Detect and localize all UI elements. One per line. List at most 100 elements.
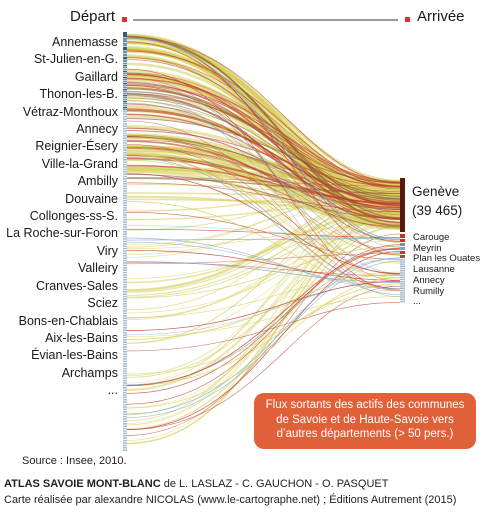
origin-bar-segment bbox=[123, 51, 127, 54]
origin-bar-segment bbox=[123, 178, 127, 180]
origin-bar-segment bbox=[123, 32, 127, 38]
destination-bar-segment bbox=[400, 287, 405, 289]
destination-bar-segment bbox=[400, 289, 405, 292]
origin-bar-segment bbox=[123, 233, 127, 235]
origin-bar-segment bbox=[123, 159, 127, 161]
destination-label: Lausanne bbox=[413, 264, 455, 276]
origin-bar-segment bbox=[123, 283, 127, 286]
origin-bar-segment bbox=[123, 118, 127, 120]
flow-line bbox=[126, 173, 401, 275]
origin-bar-segment bbox=[123, 276, 127, 279]
origin-bar-segment bbox=[123, 156, 127, 159]
destination-label: Rumilly bbox=[413, 285, 445, 297]
origin-bar-segment bbox=[123, 334, 127, 336]
origin-bar-segment bbox=[123, 387, 127, 389]
origin-bar-segment bbox=[123, 192, 127, 195]
flow-line bbox=[126, 36, 401, 184]
flow-line bbox=[126, 182, 401, 213]
flow-line bbox=[126, 120, 401, 290]
flow-line bbox=[126, 201, 401, 290]
origin-bar-segment bbox=[123, 65, 127, 67]
origin-bar-segment bbox=[123, 228, 127, 231]
flow-line bbox=[126, 159, 401, 264]
flow-line bbox=[126, 253, 401, 265]
origin-bar-segment bbox=[123, 295, 127, 298]
flow-line bbox=[126, 113, 401, 210]
origin-bar-segment bbox=[123, 195, 127, 197]
origin-bar-segment bbox=[123, 408, 127, 411]
origin-bar-segment bbox=[123, 257, 127, 259]
destination-bar-segment bbox=[400, 251, 405, 254]
flow-line bbox=[126, 210, 401, 426]
origin-bar-segment bbox=[123, 379, 127, 382]
origin-bar-segment bbox=[123, 449, 127, 451]
origin-bar-segment bbox=[123, 348, 127, 351]
origin-bar-segment bbox=[123, 81, 127, 83]
depart-marker bbox=[122, 17, 127, 22]
flow-line bbox=[126, 280, 401, 331]
flow-line bbox=[126, 155, 401, 228]
origin-bar-segment bbox=[123, 423, 127, 425]
origin-bar-segment bbox=[123, 226, 127, 228]
origin-bar-segment bbox=[123, 255, 127, 257]
origin-bar-segment bbox=[123, 214, 127, 216]
origin-bar-segment bbox=[123, 130, 127, 132]
origin-bar-segment bbox=[123, 370, 127, 372]
destination-bar-segment bbox=[400, 300, 405, 303]
origin-bar-segment bbox=[123, 286, 127, 288]
origin-bar-segment bbox=[123, 396, 127, 399]
origin-bar-segment bbox=[123, 91, 127, 93]
origin-bar-segment bbox=[123, 93, 127, 95]
destination-bar-segment bbox=[400, 285, 405, 287]
arrivee-heading: Arrivée bbox=[417, 8, 465, 25]
destination-bar-segment bbox=[400, 261, 405, 263]
destination-bar-segment bbox=[400, 265, 405, 267]
origin-bar-segment bbox=[123, 351, 127, 353]
origin-bar-segment bbox=[123, 264, 127, 267]
flow-line bbox=[126, 103, 401, 219]
origin-bar-segment bbox=[123, 327, 127, 329]
origin-bar-segment bbox=[123, 166, 127, 168]
origin-bar bbox=[123, 32, 127, 451]
flow-line bbox=[126, 37, 401, 241]
flow-line bbox=[126, 117, 401, 184]
origin-bar-segment bbox=[123, 144, 127, 147]
origin-bar-segment bbox=[123, 183, 127, 185]
origin-bar-segment bbox=[123, 89, 127, 91]
origin-bar-segment bbox=[123, 171, 127, 173]
flow-line bbox=[126, 93, 401, 227]
origin-bar-segment bbox=[123, 223, 127, 226]
flow-line bbox=[126, 68, 401, 292]
origin-label: Gaillard bbox=[74, 69, 118, 84]
origin-bar-segment bbox=[123, 185, 127, 187]
flow-line bbox=[126, 95, 401, 223]
origin-bar-segment bbox=[123, 437, 127, 439]
flow-line bbox=[126, 212, 401, 445]
origin-bar-segment bbox=[123, 375, 127, 377]
flow-line bbox=[126, 144, 401, 275]
origin-bar-segment bbox=[123, 329, 127, 331]
origin-bar-segment bbox=[123, 101, 127, 103]
destination-bar-segment bbox=[400, 259, 405, 261]
destination-label: Meyrin bbox=[413, 242, 442, 254]
flow-line bbox=[126, 244, 401, 405]
origin-bar-segment bbox=[123, 331, 127, 334]
origin-bar-segment bbox=[123, 415, 127, 418]
destination-bar-segment bbox=[400, 294, 405, 296]
flow-line bbox=[126, 249, 401, 281]
destination-bar-segment bbox=[400, 296, 405, 298]
origin-bar-segment bbox=[123, 168, 127, 171]
flow-line bbox=[126, 136, 401, 200]
origin-bar-segment bbox=[123, 85, 127, 87]
origin-bar-segment bbox=[123, 279, 127, 281]
origin-bar-segment bbox=[123, 209, 127, 211]
flow-line bbox=[126, 100, 401, 205]
origin-bar-segment bbox=[123, 240, 127, 243]
origin-bar-segment bbox=[123, 281, 127, 283]
flow-line bbox=[126, 84, 401, 188]
origin-bar-segment bbox=[123, 175, 127, 178]
origin-bar-segment bbox=[123, 339, 127, 341]
flow-line bbox=[126, 273, 401, 340]
origin-bar-segment bbox=[123, 219, 127, 221]
origin-bar-segment bbox=[123, 377, 127, 379]
